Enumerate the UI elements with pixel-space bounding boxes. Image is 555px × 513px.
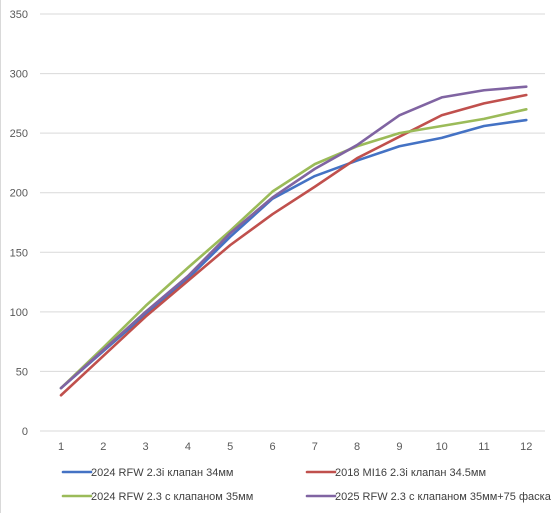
x-tick-label-3: 3	[143, 441, 149, 453]
y-tick-label-250: 250	[10, 128, 28, 140]
series-line-4	[59, 85, 528, 390]
x-tick-label-1: 1	[58, 441, 64, 453]
y-tick-label-300: 300	[10, 69, 28, 81]
series-line-1	[59, 118, 528, 390]
x-tick-label-4: 4	[185, 441, 191, 453]
legend: 2024 RFW 2.3i клапан 34мм 2018 MI16 2.3i …	[61, 467, 552, 503]
y-tick-label-200: 200	[10, 188, 28, 200]
legend-label-3: 2024 RFW 2.3 с клапаном 35мм	[91, 491, 253, 503]
x-tick-label-2: 2	[100, 441, 106, 453]
gridlines	[40, 13, 545, 432]
x-tick-label-9: 9	[396, 441, 402, 453]
x-tick-label-10: 10	[436, 441, 448, 453]
legend-label-1: 2024 RFW 2.3i клапан 34мм	[91, 467, 233, 479]
y-axis-tick-labels: 0 50 100 150 200 250 300 350	[10, 9, 28, 438]
x-tick-label-7: 7	[312, 441, 318, 453]
y-tick-label-0: 0	[22, 426, 28, 438]
chart-frame-edge	[0, 0, 1, 513]
legend-label-4: 2025 RFW 2.3 с клапаном 35мм+75 фаска	[335, 491, 552, 503]
series-line-3	[59, 108, 528, 390]
legend-label-2: 2018 MI16 2.3i клапан 34.5мм	[335, 467, 486, 479]
y-tick-label-100: 100	[10, 307, 28, 319]
x-axis-tick-labels: 1 2 3 4 5 6 7 8 9 10 11 12	[58, 441, 532, 453]
x-tick-label-6: 6	[269, 441, 275, 453]
series-lines	[59, 85, 528, 397]
y-tick-label-350: 350	[10, 9, 28, 21]
x-tick-label-8: 8	[354, 441, 360, 453]
x-tick-label-5: 5	[227, 441, 233, 453]
series-line-2	[59, 93, 528, 397]
x-tick-label-12: 12	[520, 441, 532, 453]
x-tick-label-11: 11	[478, 441, 489, 453]
y-tick-label-150: 150	[10, 247, 28, 259]
y-tick-label-50: 50	[16, 366, 28, 378]
